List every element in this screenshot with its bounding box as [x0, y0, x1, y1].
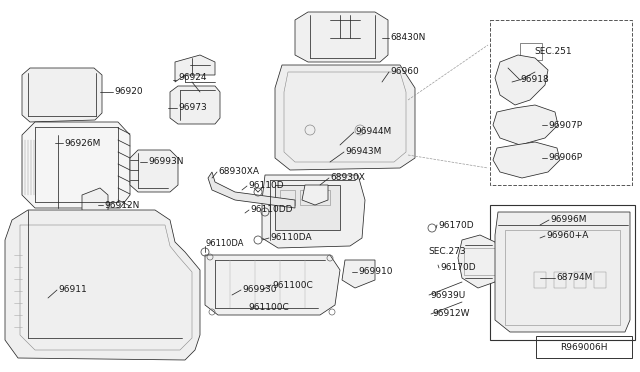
Bar: [594, 272, 606, 288]
Bar: [520, 43, 542, 60]
Text: 961100C: 961100C: [248, 304, 289, 312]
Text: 96110DA: 96110DA: [270, 234, 312, 243]
Bar: [275, 185, 340, 230]
Text: 96943M: 96943M: [345, 148, 381, 157]
Text: 96926M: 96926M: [64, 138, 100, 148]
Bar: [280, 190, 295, 205]
Bar: [554, 272, 566, 288]
Polygon shape: [342, 260, 375, 288]
Text: 96170D: 96170D: [440, 263, 476, 273]
Text: 96960: 96960: [390, 67, 419, 77]
Polygon shape: [262, 175, 365, 248]
Text: 96110DD: 96110DD: [250, 205, 292, 215]
Polygon shape: [275, 65, 415, 170]
Polygon shape: [205, 255, 340, 315]
Text: 96993N: 96993N: [148, 157, 184, 167]
Bar: [490, 205, 635, 340]
Text: 96924: 96924: [178, 74, 207, 83]
Bar: [464, 248, 496, 275]
Text: 969910: 969910: [358, 267, 392, 276]
Bar: [505, 230, 620, 325]
Text: 96973: 96973: [178, 103, 207, 112]
Text: 96906P: 96906P: [548, 154, 582, 163]
Bar: [300, 190, 330, 205]
Text: SEC.273: SEC.273: [428, 247, 466, 257]
Text: 961100C: 961100C: [272, 280, 313, 289]
Text: 68930XA: 68930XA: [218, 167, 259, 176]
Polygon shape: [22, 68, 102, 122]
Polygon shape: [5, 210, 200, 360]
Bar: [574, 272, 586, 288]
Polygon shape: [82, 188, 108, 224]
Text: 96911: 96911: [58, 285, 87, 295]
Text: 68930X: 68930X: [330, 173, 365, 183]
Text: 969930: 969930: [242, 285, 276, 295]
Polygon shape: [295, 12, 388, 62]
Text: 96944M: 96944M: [355, 128, 391, 137]
Text: 68430N: 68430N: [390, 33, 426, 42]
Polygon shape: [493, 142, 560, 178]
Polygon shape: [88, 222, 112, 244]
Polygon shape: [493, 105, 558, 145]
Text: SEC.251: SEC.251: [534, 48, 572, 57]
Text: 96939U: 96939U: [430, 291, 465, 299]
Polygon shape: [302, 185, 328, 205]
Polygon shape: [130, 150, 178, 192]
Polygon shape: [208, 172, 295, 208]
Text: 68794M: 68794M: [556, 273, 593, 282]
Text: 96912N: 96912N: [104, 201, 140, 209]
Text: 96920: 96920: [114, 87, 143, 96]
Text: 96960+A: 96960+A: [546, 231, 588, 241]
Text: 96912W: 96912W: [432, 310, 470, 318]
Polygon shape: [495, 55, 548, 105]
Text: 96996M: 96996M: [550, 215, 586, 224]
Bar: [534, 272, 546, 288]
Text: 96170D: 96170D: [438, 221, 474, 230]
Text: 96907P: 96907P: [548, 121, 582, 129]
Polygon shape: [495, 212, 630, 332]
Bar: [536, 336, 632, 358]
Text: 96110D: 96110D: [248, 182, 284, 190]
Text: 96918: 96918: [520, 76, 548, 84]
Polygon shape: [22, 122, 130, 208]
Polygon shape: [175, 55, 215, 82]
Text: 96110DA: 96110DA: [206, 238, 244, 247]
Text: R969006H: R969006H: [560, 343, 608, 352]
Polygon shape: [170, 86, 220, 124]
Bar: [490, 20, 632, 185]
Polygon shape: [458, 235, 500, 288]
